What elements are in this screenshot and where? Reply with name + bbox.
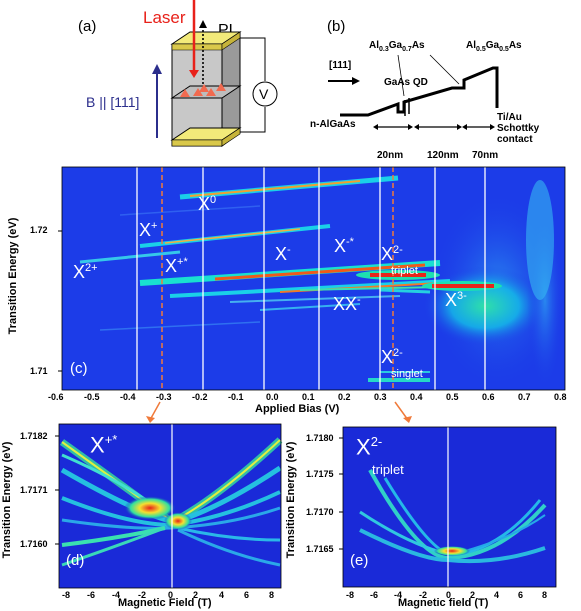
label-x3m: X3-: [445, 290, 467, 310]
ylabel-e: Transition Energy (eV): [285, 441, 297, 559]
x0-line: [179, 175, 399, 200]
zoom-map-d: [55, 423, 283, 589]
band-profile: [340, 66, 499, 117]
field-label: B || [111]: [86, 94, 140, 110]
substrate-label: n-AlGaAs: [310, 119, 356, 130]
ytick-e: 1.7165: [306, 544, 334, 554]
xticks-e: -8 -6 -4 -2 0 2 4 6 8: [346, 590, 548, 600]
circuit-wire: [240, 37, 266, 81]
device-schematic: [152, 0, 278, 147]
xticks-c: -0.6 -0.5 -0.4 -0.3 -0.2 -0.1 0.0 0.1 0.…: [48, 392, 567, 402]
label-xm: X-: [275, 244, 291, 264]
tag-d: X+*: [90, 432, 118, 458]
voltmeter: [252, 81, 278, 107]
contact-label: Ti/Au Schottky contact: [497, 112, 540, 145]
laser-label: Laser: [143, 8, 186, 27]
xlabel-c: Applied Bias (V): [255, 403, 340, 415]
label-xps: X+*: [165, 256, 188, 276]
xm-line: [139, 260, 441, 286]
label-xms: X-*: [334, 236, 354, 256]
barrier-right-label: Al0.5Ga0.5As: [466, 40, 522, 53]
dim-120nm: 120nm: [427, 150, 459, 161]
ytick-c: 1.72: [30, 225, 48, 235]
x3m-line: [422, 281, 502, 291]
ytick-e: 1.7175: [306, 469, 334, 479]
panel-d-letter: (d): [66, 552, 85, 569]
x2m-singlet-line: [368, 371, 430, 382]
label-xxm: XX-: [333, 294, 361, 314]
dim-70nm: 70nm: [472, 150, 499, 161]
arrow-to-e: [394, 401, 409, 421]
ytick-e: 1.7170: [306, 507, 334, 517]
ytick-c: 1.71: [30, 366, 48, 376]
panel-c-letter: (c): [70, 360, 88, 377]
qd-label: GaAs QD: [384, 77, 428, 88]
qd-triangle: [199, 84, 209, 92]
label-x0: X0: [198, 194, 217, 214]
ytick-d: 1.7182: [20, 431, 48, 441]
bias-map: [58, 166, 566, 423]
xlabel-d: Magnetic Field (T): [118, 597, 212, 609]
tag-e: X2- triplet: [356, 434, 404, 478]
direction-label: [111]: [329, 60, 352, 71]
x2p-line: [79, 250, 181, 264]
label-x2p: X2+: [73, 262, 98, 282]
qd-triangle: [206, 88, 216, 96]
xticks-d: -8 -6 -4 -2 0 2 4 6 8: [62, 590, 275, 600]
label-x2m-singlet: X2- singlet: [381, 347, 423, 380]
qd-triangle: [193, 88, 203, 96]
xlabel-e: Magnetic field (T): [398, 597, 489, 609]
dim-20nm: 20nm: [377, 150, 404, 161]
qd-triangle: [180, 89, 190, 97]
ytick-d: 1.7171: [20, 485, 48, 495]
arrow-to-d: [149, 401, 161, 421]
ytick-e: 1.7180: [306, 433, 334, 443]
panel-a-letter: (a): [78, 18, 97, 35]
band-diagram: [328, 54, 499, 130]
panel-b-letter: (b): [327, 18, 346, 35]
x2m-triplet-line: [356, 270, 440, 280]
panel-e-letter: (e): [350, 552, 369, 569]
qd-triangle: [216, 83, 226, 91]
label-xp: X+: [139, 220, 158, 240]
barrier-left-label: Al0.3Ga0.7As: [369, 40, 425, 53]
field-arrow-head: [152, 64, 162, 74]
voltmeter-label: V: [259, 86, 269, 102]
xp-line: [139, 224, 331, 248]
ytick-d: 1.7160: [20, 539, 48, 549]
label-x2m-triplet: X2- triplet: [381, 244, 418, 277]
